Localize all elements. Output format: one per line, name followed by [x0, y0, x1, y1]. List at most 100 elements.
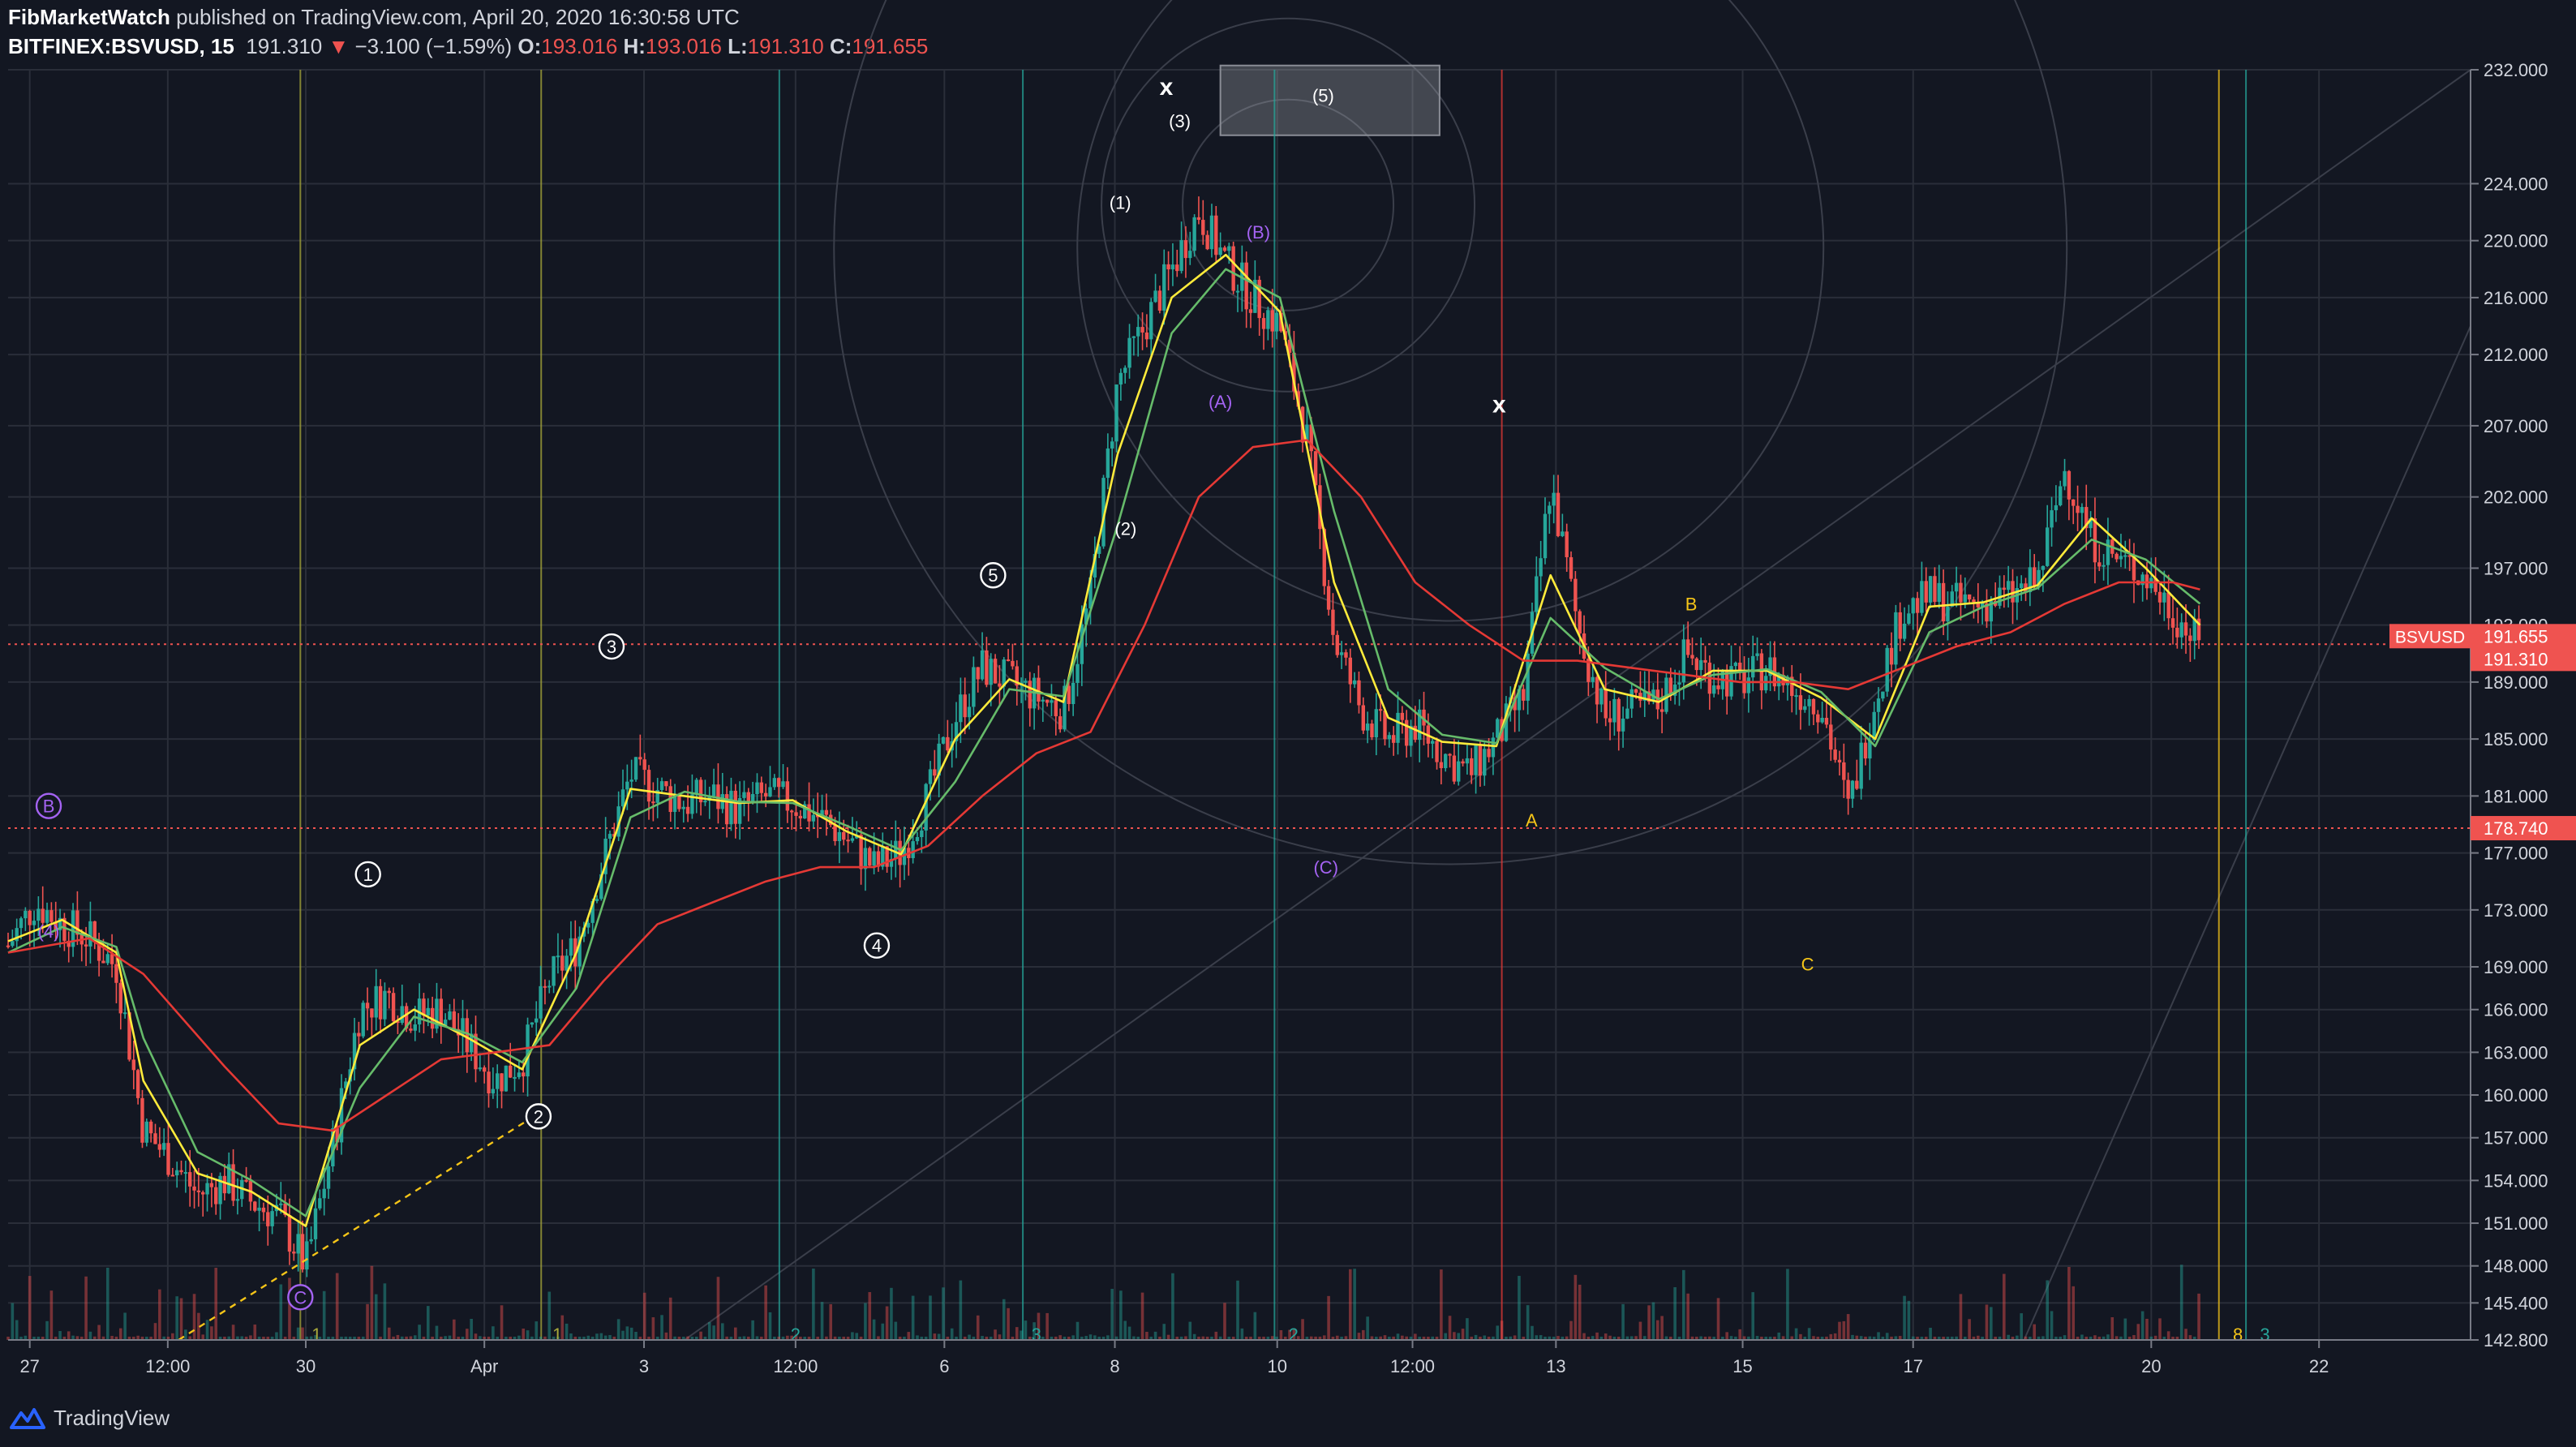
candle-body — [24, 910, 28, 919]
volume-bar — [75, 1336, 79, 1340]
candle-body — [855, 835, 859, 839]
volume-bar — [331, 1336, 335, 1340]
volume-bar — [1799, 1333, 1802, 1340]
volume-bar — [1244, 1336, 1248, 1340]
candle-body — [811, 814, 816, 822]
volume-bar — [851, 1332, 854, 1340]
volume-bar — [361, 1336, 365, 1340]
candle-body — [1378, 709, 1383, 711]
candle-body — [1400, 712, 1405, 720]
candle-body — [19, 918, 24, 929]
candle-body — [32, 921, 36, 925]
candle-body — [522, 1072, 526, 1077]
candle-body — [707, 796, 711, 801]
symbol-name[interactable]: BITFINEX:BSVUSD, 15 — [8, 34, 234, 58]
volume-bar — [1344, 1336, 1348, 1340]
volume-bar — [742, 1336, 746, 1340]
volume-bar — [1435, 1336, 1439, 1340]
moving-average-3 — [7, 439, 2200, 1132]
candle-body — [763, 792, 768, 796]
candle-body — [205, 1183, 209, 1195]
tradingview-logo[interactable]: TradingView — [10, 1402, 170, 1434]
volume-bar — [492, 1326, 495, 1340]
volume-bar — [2063, 1335, 2067, 1340]
candle-body — [1535, 576, 1539, 612]
volume-bar — [175, 1296, 178, 1340]
volume-bar — [959, 1280, 963, 1340]
volume-bar — [357, 1337, 361, 1340]
volume-bar — [963, 1336, 967, 1340]
volume-bar — [1201, 1336, 1205, 1340]
volume-bar — [418, 1325, 421, 1340]
low-label: L: — [728, 34, 748, 58]
candle-body — [859, 835, 863, 869]
volume-bar — [690, 1336, 694, 1340]
candle-body — [2157, 591, 2162, 603]
volume-bar — [426, 1306, 430, 1340]
volume-bar — [1136, 1336, 1140, 1340]
publish-info: FibMarketWatch published on TradingView.… — [8, 3, 740, 31]
candle-body — [2019, 583, 2024, 589]
candle-body — [547, 985, 552, 988]
volume-bar — [1885, 1333, 1889, 1340]
author-name[interactable]: FibMarketWatch — [8, 5, 170, 29]
candle-body — [781, 781, 785, 788]
candle-body — [1283, 331, 1287, 340]
volume-bar — [1270, 1336, 1274, 1340]
fib-fan-line — [2023, 325, 2471, 1341]
wave-label: C — [294, 1287, 307, 1307]
candle-body — [1300, 406, 1305, 443]
volume-bar — [1561, 1336, 1565, 1340]
volume-bar — [1058, 1335, 1062, 1340]
candle-body — [148, 1121, 153, 1134]
candle-body — [2037, 569, 2041, 587]
volume-bar — [803, 1336, 806, 1340]
volume-bar — [54, 1336, 58, 1340]
volume-bar — [933, 1333, 937, 1340]
volume-bar — [1820, 1336, 1824, 1340]
volume-bar — [513, 1336, 517, 1340]
wave-label-circle — [35, 792, 62, 819]
volume-bar — [136, 1335, 140, 1340]
wave-label: 1 — [552, 1325, 562, 1345]
volume-bar — [1179, 1336, 1183, 1340]
volume-bar — [149, 1336, 152, 1340]
candle-body — [1313, 451, 1318, 486]
candle-body — [1015, 666, 1019, 686]
candle-body — [1707, 662, 1712, 694]
candle-body — [1218, 247, 1222, 255]
down-arrow-icon: ▼ — [328, 34, 350, 58]
volume-bar — [483, 1336, 486, 1340]
volume-bar — [36, 1336, 41, 1340]
volume-bar — [985, 1337, 989, 1340]
volume-bar — [1729, 1336, 1733, 1340]
price-tick-label: 197.000 — [2484, 558, 2548, 578]
candle-body — [720, 794, 724, 809]
close-value: 191.655 — [852, 34, 929, 58]
candle-body — [352, 1033, 357, 1070]
volume-bar — [1223, 1303, 1226, 1340]
volume-bar — [829, 1303, 833, 1340]
volume-bar — [2171, 1336, 2175, 1340]
wave-label-circle — [598, 633, 625, 660]
volume-bar — [590, 1336, 595, 1340]
volume-bar — [1331, 1336, 1335, 1340]
volume-bar — [1054, 1336, 1058, 1340]
fib-circle — [1101, 17, 1476, 393]
volume-bar — [937, 1333, 941, 1340]
volume-bar — [1851, 1334, 1854, 1340]
candle-body — [733, 790, 737, 824]
volume-bar — [166, 1337, 170, 1340]
candle-body — [253, 1201, 257, 1211]
volume-bar — [366, 1303, 369, 1340]
volume-bar — [681, 1337, 685, 1340]
price-tick-label: 181.000 — [2484, 786, 2548, 806]
volume-bar — [1781, 1336, 1785, 1340]
candle-body — [153, 1133, 157, 1144]
volume-bar — [1929, 1327, 1932, 1340]
volume-bar — [396, 1334, 400, 1340]
candle-body — [954, 722, 959, 741]
candle-body — [1638, 693, 1642, 701]
candle-body — [1045, 699, 1050, 703]
